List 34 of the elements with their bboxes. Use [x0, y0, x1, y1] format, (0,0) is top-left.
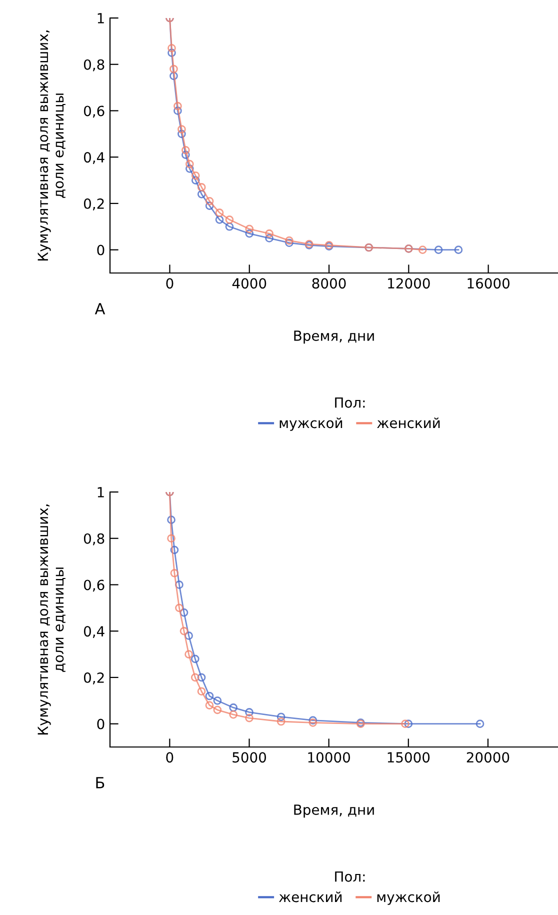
- x-tick-label: 0: [166, 752, 174, 763]
- y-tick-label: 0,8: [84, 533, 104, 546]
- y-tick-label: 0,4: [84, 152, 104, 164]
- y-tick-label: 0,4: [84, 626, 104, 638]
- y-tick-label: 0,6: [84, 106, 104, 118]
- x-axis-title: Время, дни: [294, 804, 374, 818]
- legend-label: мужской: [280, 418, 342, 431]
- legend-title: Пол:: [335, 398, 365, 408]
- x-tick-label: 8000: [312, 278, 346, 289]
- y-tick-label: 0: [97, 718, 104, 730]
- x-axis-title: Время, дни: [294, 330, 374, 344]
- legend-label: мужской: [377, 892, 440, 905]
- x-tick-label: 10000: [308, 752, 350, 763]
- x-tick-label: 15000: [388, 752, 430, 763]
- legend-label: женский: [279, 892, 342, 902]
- legend-label: женский: [377, 418, 440, 428]
- y-tick-label: 1: [98, 13, 104, 24]
- y-axis-title: Кумулятивная доля выживших, доли единицы: [38, 30, 66, 260]
- x-tick-label: 20000: [466, 752, 510, 763]
- y-tick-label: 0: [97, 244, 104, 256]
- y-tick-label: 1: [98, 487, 104, 498]
- x-tick-label: 5000: [232, 752, 266, 763]
- x-tick-label: 16000: [468, 278, 510, 289]
- x-tick-label: 4000: [232, 278, 266, 289]
- y-tick-label: 0,6: [84, 580, 104, 592]
- legend-title: Пол:: [335, 872, 365, 882]
- y-tick-label: 0,8: [84, 59, 104, 72]
- x-tick-label: 0: [166, 278, 174, 289]
- text: А: [94, 303, 106, 314]
- x-tick-label: 12000: [388, 278, 430, 289]
- y-tick-label: 0,2: [84, 672, 104, 684]
- y-axis-title: Кумулятивная доля выживших, доли единицы: [38, 504, 66, 734]
- text: Б: [96, 777, 104, 788]
- y-tick-label: 0,2: [84, 198, 104, 210]
